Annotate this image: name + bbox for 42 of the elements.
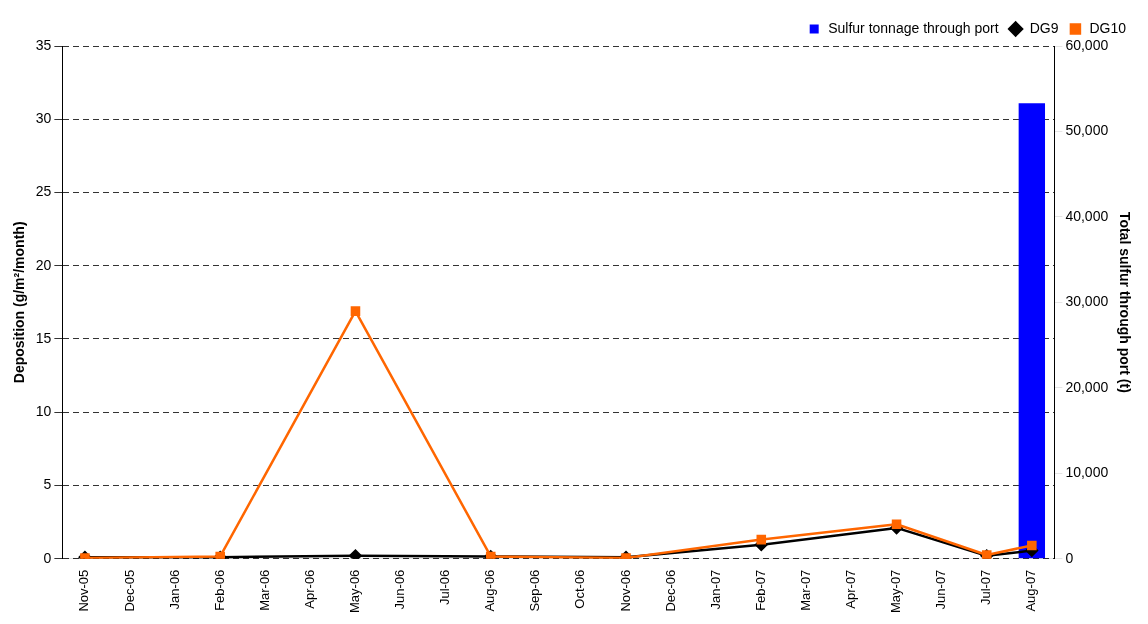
y-tick-label: 15 — [35, 329, 52, 346]
legend-label: DG10 — [1089, 19, 1127, 36]
x-tick-label: Jan-06 — [166, 569, 182, 610]
x-tick-label: Jun-06 — [392, 569, 408, 610]
legend-label: Sulfur tonnage through port — [828, 19, 999, 36]
x-tick-label: Mar-06 — [256, 569, 272, 611]
y2-tick-label: 30,000 — [1065, 293, 1109, 310]
y-tick-label: 30 — [35, 110, 52, 127]
x-tick-label: Dec-05 — [121, 569, 137, 612]
y2-axis-title: Total sulfur through port (t) — [1116, 211, 1133, 393]
x-tick-label: Oct-06 — [572, 569, 588, 609]
y2-tick-label: 10,000 — [1065, 464, 1109, 481]
x-tick-label: Aug-07 — [1023, 569, 1039, 612]
x-tick-label: Mar-07 — [797, 569, 813, 611]
y2-tick-label: 0 — [1065, 549, 1074, 566]
y-tick-label: 35 — [35, 36, 52, 53]
x-tick-label: Apr-07 — [843, 569, 859, 609]
x-tick-label: Jan-07 — [707, 569, 723, 610]
y-tick-label: 25 — [35, 183, 52, 200]
x-tick-label: Jun-07 — [933, 569, 949, 610]
y2-tick-label: 60,000 — [1065, 36, 1109, 53]
x-tick-label: Nov-05 — [76, 569, 92, 612]
y2-tick-label: 20,000 — [1065, 378, 1109, 395]
y2-tick-label: 40,000 — [1065, 207, 1109, 224]
y-tick-label: 0 — [43, 549, 52, 566]
legend-label: DG9 — [1029, 19, 1059, 36]
x-tick-label: Aug-06 — [482, 569, 498, 612]
x-tick-label: Jul-06 — [437, 569, 453, 606]
x-tick-label: Apr-06 — [301, 569, 317, 609]
x-tick-label: May-06 — [347, 569, 363, 614]
y-axis-title: Deposition (g/m²/month) — [11, 221, 28, 384]
y2-tick-label: 50,000 — [1065, 122, 1109, 139]
x-tick-label: Nov-06 — [617, 569, 633, 612]
x-tick-label: Jul-07 — [978, 569, 994, 606]
y-tick-label: 20 — [35, 256, 52, 273]
y-tick-label: 10 — [35, 403, 52, 420]
x-tick-label: May-07 — [888, 569, 904, 614]
x-tick-label: Feb-07 — [752, 569, 768, 611]
x-tick-label: Dec-06 — [662, 569, 678, 612]
y-tick-label: 5 — [43, 476, 52, 493]
x-tick-label: Feb-06 — [211, 569, 227, 611]
x-tick-label: Sep-06 — [527, 569, 543, 612]
